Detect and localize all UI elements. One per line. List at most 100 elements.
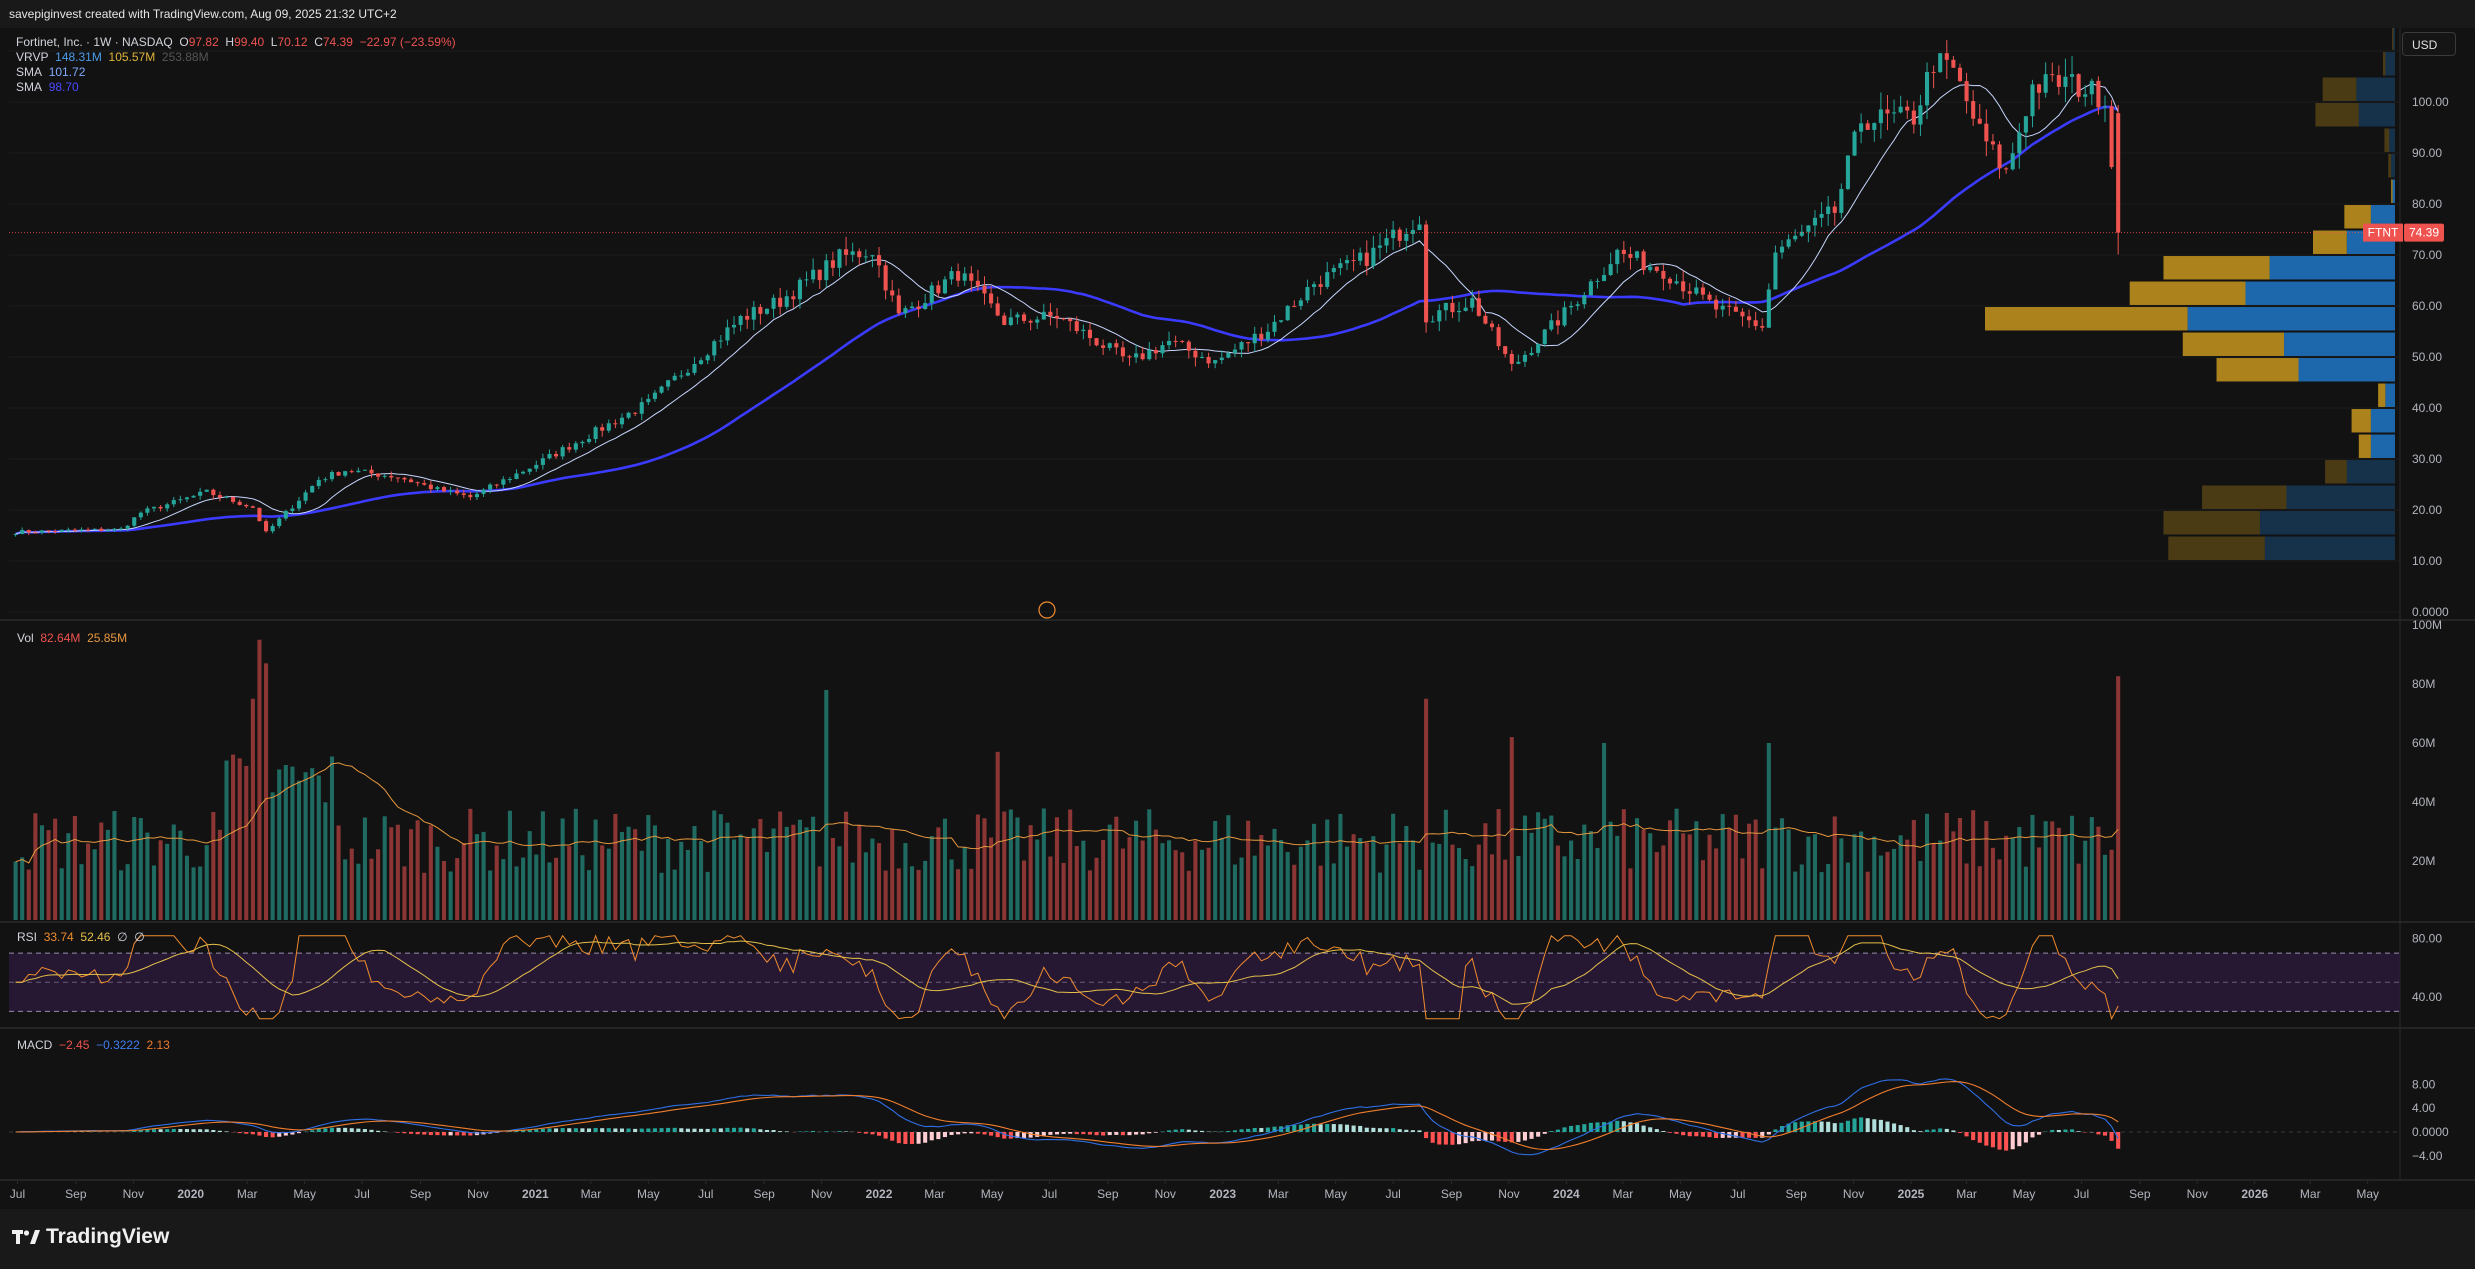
candle-body	[33, 532, 38, 534]
volume-bar	[2043, 821, 2048, 920]
macd-histogram-bar	[712, 1128, 717, 1132]
macd-histogram-bar	[764, 1129, 770, 1132]
macd-histogram-bar	[2017, 1132, 2022, 1147]
volume-bar	[1628, 868, 1633, 920]
volume-bar	[1199, 849, 1205, 920]
chart-area[interactable]: 110.00100.0090.0080.0070.0060.0050.0040.…	[0, 26, 2475, 1209]
volume-bar	[99, 822, 104, 920]
volume-bar	[1028, 825, 1033, 920]
price-tick-label: 80.00	[2412, 197, 2442, 211]
price-tag: FTNT 74.39	[1038, 223, 2444, 619]
macd-histogram-bar	[1443, 1132, 1448, 1145]
candle-body	[59, 529, 64, 532]
time-tick-label: Nov	[2187, 1187, 2208, 1201]
chart-canvas[interactable]: 110.00100.0090.0080.0070.0060.0050.0040.…	[0, 26, 2475, 1209]
volume-profile-down-bar	[2391, 179, 2393, 203]
macd-histogram-bar	[923, 1132, 928, 1143]
volume-profile-down-bar	[2351, 409, 2371, 433]
volume-profile-up-bar	[2346, 460, 2395, 484]
candle-body	[1450, 302, 1455, 313]
macd-histogram-bar	[1404, 1129, 1409, 1132]
volume-bar	[26, 869, 31, 920]
volume-bar	[593, 819, 598, 920]
volume-bar	[791, 824, 796, 920]
volume-bar	[1641, 829, 1646, 920]
macd-histogram-bar	[989, 1132, 994, 1136]
macd-histogram-bar	[468, 1132, 473, 1136]
candle-body	[1951, 59, 1956, 68]
footer-bar: TradingView	[0, 1209, 2475, 1269]
candle-body	[804, 279, 809, 281]
volume-bar	[896, 868, 901, 920]
candle-body	[1134, 353, 1139, 358]
volume-profile-up-bar	[2284, 332, 2395, 356]
candle-body	[237, 501, 242, 505]
candle-body	[1793, 235, 1798, 240]
volume-bar	[969, 868, 974, 920]
volume-bar	[1476, 844, 1481, 920]
macd-histogram-bar	[1272, 1126, 1277, 1132]
rsi-ma-value: 52.46	[80, 930, 111, 944]
volume-bar	[1127, 837, 1132, 920]
macd-histogram-bar	[949, 1132, 954, 1135]
volume-bar	[1318, 865, 1323, 920]
candle-body	[923, 303, 928, 309]
candle-body	[619, 417, 625, 425]
macd-histogram-bar	[1167, 1130, 1172, 1132]
rsi-extra-2: ∅	[134, 930, 145, 944]
macd-histogram-bar	[1819, 1121, 1824, 1132]
price-tick-label: 70.00	[2412, 248, 2442, 262]
volume-bar	[857, 824, 862, 920]
volume-bar	[1272, 828, 1277, 920]
currency-button[interactable]: USD	[2402, 32, 2456, 56]
volume-bar	[923, 860, 928, 920]
time-tick-label: Mar	[1268, 1187, 1289, 1201]
candle-body	[560, 447, 565, 457]
candle-body	[1101, 345, 1106, 348]
candle-body	[2102, 106, 2108, 108]
candle-body	[2116, 113, 2121, 233]
volume-bar	[521, 857, 526, 920]
macd-histogram-bar	[1569, 1125, 1574, 1132]
macd-histogram-bar	[1595, 1122, 1600, 1132]
candle-body	[1008, 317, 1013, 325]
close-label: C	[314, 35, 323, 49]
volume-bar	[211, 812, 216, 920]
price-tag-value: 74.39	[2409, 226, 2439, 240]
macd-histogram-bar	[1608, 1121, 1613, 1132]
time-tick-label: May	[293, 1187, 316, 1201]
candle-body	[1186, 341, 1191, 351]
candle-body	[1832, 206, 1837, 213]
volume-bar	[1463, 859, 1468, 920]
volume-bar	[633, 829, 638, 920]
volume-bar	[995, 751, 1000, 920]
volume-bar	[586, 870, 592, 920]
volume-bar	[1766, 743, 1771, 920]
volume-bar	[349, 848, 354, 920]
macd-histogram-bar	[1733, 1132, 1738, 1138]
volume-bar	[962, 847, 967, 920]
time-tick-label: Jul	[698, 1187, 713, 1201]
candle-body	[415, 482, 420, 484]
macd-histogram-bar	[1483, 1132, 1488, 1141]
macd-histogram-bar	[2076, 1131, 2081, 1132]
volume-bar	[1226, 815, 1231, 920]
volume-bar	[158, 840, 163, 920]
candle-body	[2076, 74, 2081, 97]
candle-body	[1259, 333, 1264, 340]
macd-histogram-bar	[329, 1127, 335, 1132]
volume-bar	[1529, 832, 1534, 920]
volume-bar	[72, 816, 77, 920]
grid	[0, 28, 2475, 1181]
candle-body	[844, 249, 849, 255]
volume-bar	[758, 819, 763, 920]
candle-body	[2010, 153, 2015, 170]
macd-histogram-bar	[2056, 1130, 2061, 1132]
macd-histogram-bar	[1951, 1130, 1956, 1132]
volume-bar	[1569, 840, 1574, 920]
macd-histogram-bar	[2037, 1132, 2042, 1135]
volume-bar	[323, 802, 328, 920]
volume-bar	[435, 846, 440, 920]
macd-histogram-bar	[1931, 1129, 1936, 1132]
volume-profile-up-bar	[2370, 205, 2395, 229]
